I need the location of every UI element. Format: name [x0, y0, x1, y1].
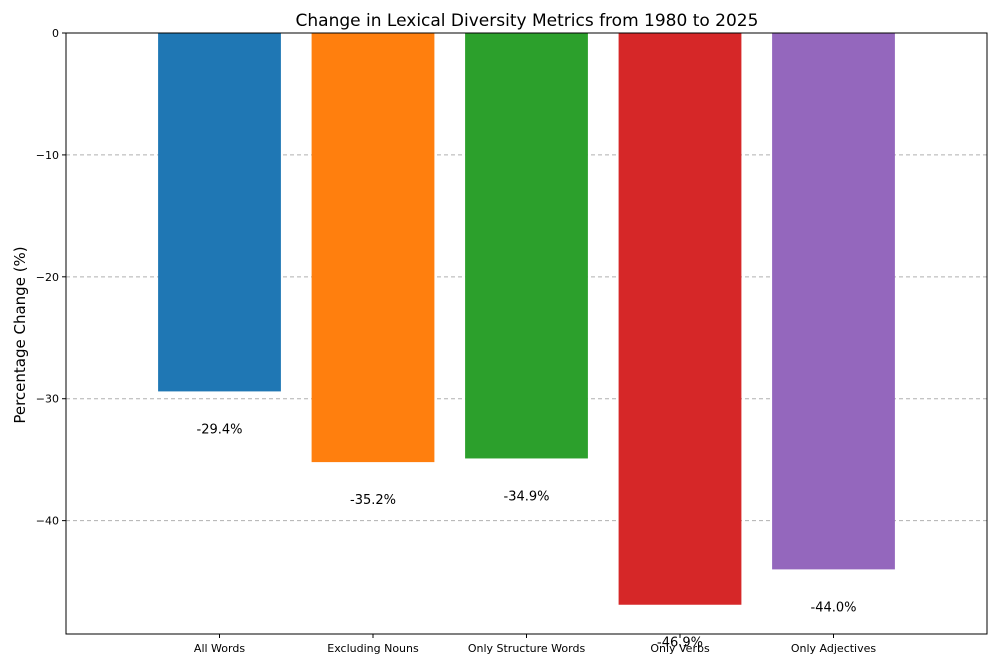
y-axis-ticks: 0 −10 −20 −30 −40 [36, 27, 66, 528]
bar-value-label: -29.4% [197, 422, 243, 437]
bars [158, 33, 895, 605]
bar [465, 33, 588, 459]
bar [158, 33, 281, 392]
y-tick-label: −20 [36, 271, 59, 284]
x-tick-label: Only Adjectives [791, 642, 877, 655]
bar-value-label: -44.0% [811, 600, 857, 615]
bar-value-label: -46.9% [657, 636, 703, 651]
bar [772, 33, 895, 570]
y-axis-label: Percentage Change (%) [11, 246, 29, 423]
bar [311, 33, 435, 463]
x-tick-label: Excluding Nouns [327, 642, 419, 655]
data-labels: -29.4% -35.2% -34.9% -46.9% -44.0% [197, 422, 857, 650]
y-tick-label: −30 [36, 393, 59, 406]
x-tick-label: Only Verbs [650, 642, 710, 655]
y-tick-label: 0 [52, 27, 59, 40]
x-tick-label: Only Structure Words [468, 642, 586, 655]
x-tick-label: All Words [194, 642, 245, 655]
bar [618, 33, 742, 605]
x-axis-ticks: All Words Excluding Nouns Only Structure W… [194, 634, 876, 655]
chart-title: Change in Lexical Diversity Metrics from… [296, 11, 759, 31]
bar-value-label: -35.2% [350, 493, 396, 508]
y-tick-label: −40 [36, 515, 59, 528]
bar-value-label: -34.9% [504, 489, 550, 504]
y-tick-label: −10 [36, 149, 59, 162]
